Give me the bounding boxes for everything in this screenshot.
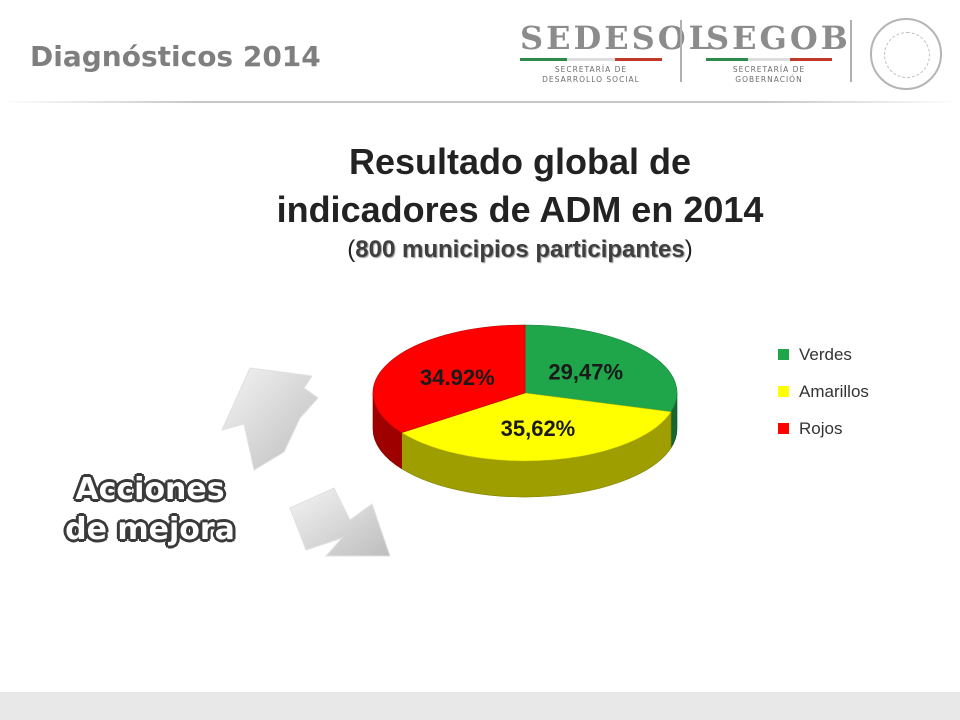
national-seal-icon: [870, 18, 942, 90]
chart-subtitle: (800 municipios participantes): [220, 234, 820, 266]
legend-item-rojos: Rojos: [778, 410, 869, 447]
logo-separator-2: [850, 20, 852, 82]
action-label-line2: de mejora: [65, 512, 235, 547]
legend-label-verdes: Verdes: [799, 344, 852, 364]
legend-item-amarillos: Amarillos: [778, 373, 869, 410]
action-label: Acciones de mejora: [40, 470, 260, 550]
data-label-amarillos: 35,62%: [501, 416, 576, 441]
subtitle-close-paren: ): [684, 236, 693, 263]
logo-separator: [680, 20, 682, 82]
sedesol-sub-line1: SECRETARÍA DE: [554, 65, 628, 74]
legend-label-rojos: Rojos: [799, 418, 843, 438]
pie-slice-amarillos: [400, 392, 672, 462]
header-divider: [0, 101, 960, 103]
subtitle-bold-text: 800 municipios participantes: [355, 236, 685, 263]
segob-flag-stripes: [706, 58, 832, 61]
chart-title: Resultado global de indicadores de ADM e…: [220, 138, 820, 266]
sedesol-sub-line2: DESARROLLO SOCIAL: [542, 75, 640, 84]
pie-chart: 29,47% 35,62% 34.92%: [372, 324, 678, 498]
action-label-line1: Acciones: [75, 472, 225, 507]
legend-swatch-verdes: [778, 349, 789, 360]
pie-slice-verdes: [524, 324, 678, 413]
lower-arrow-icon: [289, 487, 391, 557]
upper-arrow-icon: [221, 367, 319, 471]
segob-subtitle: SECRETARÍA DE GOBERNACIÓN: [706, 65, 832, 85]
chart-legend: Verdes Amarillos Rojos: [778, 336, 869, 447]
pie-slice-rojos: [372, 324, 526, 434]
footer-bar: [0, 692, 960, 720]
segob-sub-line1: SECRETARÍA DE: [732, 65, 806, 74]
subtitle-open-paren: (: [347, 236, 356, 263]
data-label-verdes: 29,47%: [548, 360, 623, 385]
segob-wordmark: SEGOB: [706, 19, 851, 57]
legend-swatch-rojos: [778, 423, 789, 434]
segob-logo: SEGOB SECRETARÍA DE GOBERNACIÓN: [706, 19, 851, 85]
sedesol-subtitle: SECRETARÍA DE DESARROLLO SOCIAL: [520, 65, 662, 85]
chart-title-line2: indicadores de ADM en 2014: [276, 189, 764, 230]
legend-label-amarillos: Amarillos: [799, 381, 869, 401]
segob-sub-line2: GOBERNACIÓN: [735, 75, 803, 84]
page-title: Diagnósticos 2014: [30, 40, 321, 73]
data-label-rojos: 34.92%: [420, 365, 495, 390]
chart-title-line1: Resultado global de: [348, 141, 692, 182]
legend-item-verdes: Verdes: [778, 336, 869, 373]
legend-swatch-amarillos: [778, 386, 789, 397]
sedesol-flag-stripes: [520, 58, 662, 61]
